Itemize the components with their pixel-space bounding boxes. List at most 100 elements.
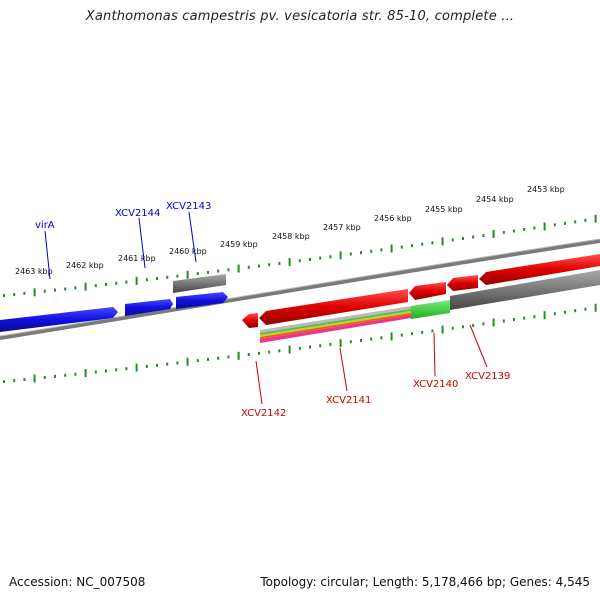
ruler-label: 2458 kbp — [272, 232, 310, 241]
ruler-minor-tick — [74, 286, 77, 290]
gene-label-xcv2141[interactable]: XCV2141 — [326, 395, 371, 406]
ruler-minor-tick — [207, 357, 209, 361]
ruler-minor-tick — [13, 293, 16, 296]
gene-block-grey[interactable] — [450, 270, 600, 310]
forward-genes[interactable] — [0, 292, 228, 332]
reverse-gene-arrow[interactable] — [259, 289, 408, 325]
ruler-minor-tick — [13, 379, 16, 383]
ruler-label: 2455 kbp — [425, 205, 463, 214]
reverse-gene-arrow[interactable] — [242, 313, 258, 328]
ruler-minor-tick — [115, 368, 118, 372]
label-leaders-bottom — [255, 324, 488, 405]
ruler-minor-tick — [176, 361, 179, 365]
gene-block-grey[interactable] — [173, 274, 226, 293]
ruler-minor-tick — [125, 280, 128, 284]
ruler-minor-tick — [380, 248, 383, 252]
ruler-minor-tick — [115, 281, 118, 285]
ruler-minor-tick — [319, 256, 322, 260]
ruler-minor-tick — [145, 278, 148, 282]
ruler-minor-tick — [513, 229, 515, 233]
ruler-minor-tick — [247, 265, 250, 269]
ruler-minor-tick — [166, 275, 169, 279]
summary-text: Topology: circular; Length: 5,178,466 bp… — [260, 575, 590, 589]
ruler-minor-tick — [227, 355, 230, 359]
ruler-minor-tick — [411, 332, 413, 336]
gene-label-xcv2140[interactable]: XCV2140 — [413, 379, 458, 390]
ruler-minor-tick — [451, 326, 454, 330]
ruler-minor-tick — [217, 356, 220, 360]
gene-label-xcv2144[interactable]: XCV2144 — [115, 208, 160, 219]
ruler-major-tick — [33, 374, 36, 383]
ruler-minor-tick — [411, 244, 413, 248]
reverse-gene-arrow[interactable] — [447, 275, 478, 291]
ruler-minor-tick — [584, 218, 587, 222]
ruler-minor-tick — [298, 259, 301, 263]
ruler-minor-tick — [309, 257, 311, 261]
ruler-major-tick — [288, 345, 291, 354]
ruler-minor-tick — [125, 367, 128, 371]
ruler-minor-tick — [258, 351, 260, 355]
ruler-minor-tick — [370, 337, 373, 341]
ruler-minor-tick — [258, 264, 260, 268]
map-title: Xanthomonas campestris pv. vesicatoria s… — [85, 9, 515, 24]
ruler-minor-tick — [380, 336, 383, 340]
ruler-minor-tick — [309, 345, 311, 349]
ruler-major-tick — [186, 357, 189, 366]
reverse-gene-arrow[interactable] — [409, 282, 446, 300]
ruler-major-tick — [84, 369, 87, 378]
ruler-minor-tick — [349, 252, 352, 256]
ruler-minor-tick — [74, 372, 77, 376]
ruler-minor-tick — [156, 363, 158, 367]
ruler-minor-tick — [156, 277, 158, 280]
ruler-minor-tick — [145, 364, 148, 368]
ruler-major-tick — [492, 318, 495, 327]
ruler-minor-tick — [451, 238, 454, 242]
ruler-minor-tick — [196, 272, 199, 276]
ruler-minor-tick — [268, 263, 271, 267]
reverse-genes[interactable] — [242, 254, 600, 328]
ruler-major-tick — [492, 230, 495, 238]
gene-label-xcv2142[interactable]: XCV2142 — [241, 408, 286, 419]
ruler-major-tick — [594, 214, 597, 223]
ruler-minor-tick — [176, 274, 179, 278]
ruler-minor-tick — [349, 340, 352, 344]
ruler-major-tick — [390, 244, 393, 253]
ruler-minor-tick — [43, 375, 46, 379]
ruler-minor-tick — [166, 362, 169, 366]
ruler-minor-tick — [370, 249, 373, 253]
ruler-major-tick — [441, 325, 444, 334]
ruler-major-tick — [594, 303, 597, 312]
gene-label-vira[interactable]: virA — [35, 220, 55, 231]
ruler-minor-tick — [278, 349, 281, 353]
ruler-minor-tick — [431, 329, 434, 333]
gene-label-xcv2139[interactable]: XCV2139 — [465, 371, 510, 382]
ruler-minor-tick — [502, 231, 505, 234]
gene-block-green[interactable] — [411, 300, 450, 319]
ruler-major-tick — [339, 339, 342, 348]
ruler-major-tick — [543, 311, 546, 320]
ruler-minor-tick — [23, 378, 26, 381]
ruler-label: 2457 kbp — [323, 223, 361, 232]
ruler-minor-tick — [64, 287, 67, 291]
ruler-bottom — [3, 303, 597, 384]
forward-gene-arrow[interactable] — [0, 307, 118, 332]
ruler-minor-tick — [207, 270, 209, 274]
ruler-minor-tick — [553, 223, 556, 227]
feature-bands — [260, 270, 600, 343]
reverse-gene-arrow[interactable] — [479, 254, 600, 285]
ruler-minor-tick — [482, 234, 485, 237]
gene-label-xcv2143[interactable]: XCV2143 — [166, 201, 211, 212]
ruler-minor-tick — [94, 284, 97, 288]
forward-gene-arrow[interactable] — [125, 299, 173, 316]
forward-gene-arrow[interactable] — [176, 292, 228, 309]
ruler-minor-tick — [54, 288, 56, 292]
ruler-minor-tick — [533, 315, 536, 319]
ruler-minor-tick — [247, 353, 250, 356]
ruler-label: 2461 kbp — [118, 254, 156, 263]
ruler-minor-tick — [400, 333, 403, 337]
ruler-minor-tick — [533, 226, 536, 230]
ruler-minor-tick — [523, 316, 526, 320]
ruler-minor-tick — [574, 309, 577, 313]
ruler-top — [3, 214, 597, 298]
